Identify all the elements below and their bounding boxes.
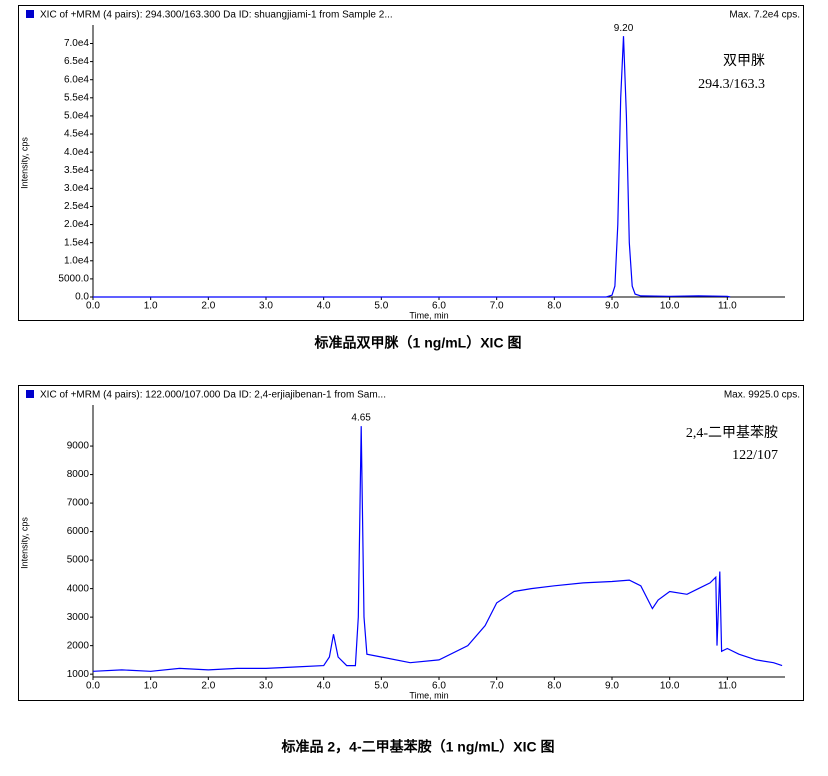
y-tick-label: 3000 bbox=[67, 612, 90, 623]
x-tick-label: 9.0 bbox=[605, 681, 619, 692]
y-tick-label: 6.5e4 bbox=[64, 56, 89, 67]
x-tick-label: 1.0 bbox=[144, 301, 158, 312]
y-tick-label: 1.0e4 bbox=[64, 255, 89, 266]
line-series bbox=[93, 36, 731, 298]
y-tick-label: 0.0 bbox=[75, 292, 89, 303]
x-tick-label: 1.0 bbox=[144, 681, 158, 692]
y-tick-label: 5.0e4 bbox=[64, 111, 89, 122]
annotation: 2,4-二甲基苯胺 bbox=[686, 424, 778, 441]
y-tick-label: 3.0e4 bbox=[64, 183, 89, 194]
x-tick-label: 3.0 bbox=[259, 681, 273, 692]
caption: 标准品双甲脒（1 ng/mL）XIC 图 bbox=[314, 335, 522, 351]
y-tick-label: 6000 bbox=[67, 526, 90, 537]
y-tick-label: 3.5e4 bbox=[64, 165, 89, 176]
x-tick-label: 4.0 bbox=[317, 301, 331, 312]
annotation: 双甲脒 bbox=[723, 53, 765, 69]
y-tick-label: 7.0e4 bbox=[64, 38, 89, 49]
y-axis-label: Intensity, cps bbox=[19, 137, 29, 189]
legend-swatch bbox=[26, 390, 34, 398]
y-tick-label: 1000 bbox=[67, 669, 90, 680]
x-tick-label: 7.0 bbox=[490, 681, 504, 692]
header: XIC of +MRM (4 pairs): 122.000/107.000 D… bbox=[40, 390, 386, 401]
y-tick-label: 5000.0 bbox=[58, 274, 89, 285]
y-tick-label: 6.0e4 bbox=[64, 74, 89, 85]
y-tick-label: 1.5e4 bbox=[64, 237, 89, 248]
y-tick-label: 2000 bbox=[67, 640, 90, 651]
x-tick-label: 10.0 bbox=[660, 301, 680, 312]
annotation: 294.3/163.3 bbox=[698, 77, 765, 92]
y-tick-label: 9000 bbox=[67, 441, 90, 452]
x-tick-label: 2.0 bbox=[201, 301, 215, 312]
caption: 标准品 2，4-二甲基苯胺（1 ng/mL）XIC 图 bbox=[280, 739, 554, 755]
line-series bbox=[92, 426, 783, 672]
x-tick-label: 0.0 bbox=[86, 681, 100, 692]
x-tick-label: 6.0 bbox=[432, 681, 446, 692]
x-tick-label: 11.0 bbox=[718, 301, 737, 312]
max-label: Max. 7.2e4 cps. bbox=[729, 10, 800, 21]
x-tick-label: 0.0 bbox=[86, 301, 100, 312]
x-tick-label: 7.0 bbox=[490, 301, 504, 312]
x-tick-label: 3.0 bbox=[259, 301, 273, 312]
x-tick-label: 8.0 bbox=[547, 681, 561, 692]
legend-swatch bbox=[26, 10, 34, 18]
x-tick-label: 9.0 bbox=[605, 301, 619, 312]
peak-label: 4.65 bbox=[351, 413, 371, 424]
peak-label: 9.20 bbox=[614, 23, 634, 34]
frame bbox=[18, 5, 804, 321]
x-tick-label: 2.0 bbox=[201, 681, 215, 692]
y-tick-label: 2.5e4 bbox=[64, 201, 89, 212]
max-label: Max. 9925.0 cps. bbox=[724, 390, 800, 401]
y-tick-label: 4000 bbox=[67, 583, 90, 594]
frame bbox=[18, 385, 804, 701]
y-axis-label: Intensity, cps bbox=[19, 517, 29, 569]
y-tick-label: 5000 bbox=[67, 555, 90, 566]
header: XIC of +MRM (4 pairs): 294.300/163.300 D… bbox=[40, 10, 393, 21]
x-tick-label: 5.0 bbox=[374, 301, 388, 312]
y-tick-label: 4.5e4 bbox=[64, 129, 89, 140]
y-tick-label: 8000 bbox=[67, 469, 90, 480]
annotation: 122/107 bbox=[732, 448, 778, 463]
x-axis-label: Time, min bbox=[409, 690, 448, 700]
x-tick-label: 10.0 bbox=[660, 681, 680, 692]
x-axis-label: Time, min bbox=[409, 310, 448, 320]
y-tick-label: 2.0e4 bbox=[64, 219, 89, 230]
y-tick-label: 5.5e4 bbox=[64, 92, 89, 103]
y-tick-label: 7000 bbox=[67, 498, 90, 509]
x-tick-label: 8.0 bbox=[547, 301, 561, 312]
x-tick-label: 11.0 bbox=[718, 681, 737, 692]
x-tick-label: 5.0 bbox=[374, 681, 388, 692]
x-tick-label: 6.0 bbox=[432, 301, 446, 312]
x-tick-label: 4.0 bbox=[317, 681, 331, 692]
y-tick-label: 4.0e4 bbox=[64, 147, 89, 158]
